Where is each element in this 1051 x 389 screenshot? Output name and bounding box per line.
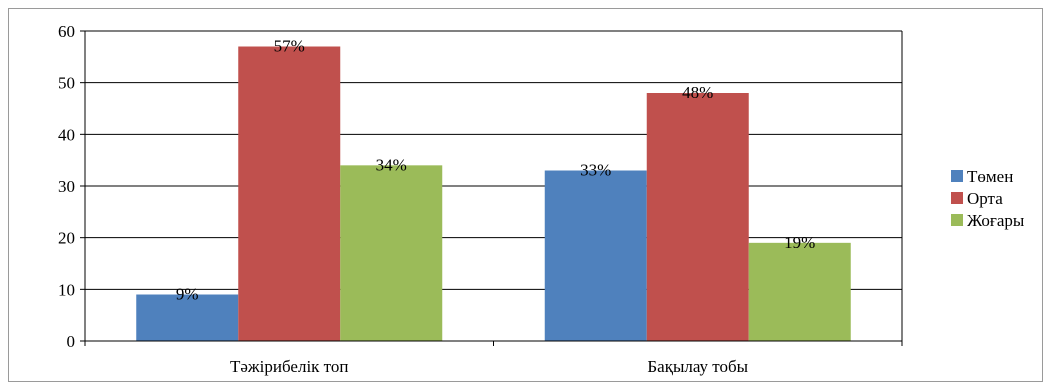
legend-label-2: Орта xyxy=(967,189,1003,208)
data-label-1-1: 9% xyxy=(176,285,199,304)
bars xyxy=(136,46,851,341)
y-tick-label: 40 xyxy=(58,125,75,144)
data-label-1-2: 57% xyxy=(274,37,305,56)
bar-1-1 xyxy=(136,294,239,341)
y-tick-label: 30 xyxy=(58,177,75,196)
y-tick-label: 10 xyxy=(58,280,75,299)
data-label-2-2: 48% xyxy=(682,83,713,102)
category-label-1: Тәжірибелік топ xyxy=(230,357,349,376)
bar-2-3 xyxy=(748,242,851,341)
legend-label-1: Төмен xyxy=(967,167,1013,186)
bar-2-1 xyxy=(544,170,647,341)
y-tick-label: 60 xyxy=(58,22,75,41)
legend-swatch-1 xyxy=(951,170,963,182)
legend-swatch-2 xyxy=(951,192,963,204)
y-tick-label: 0 xyxy=(67,332,76,351)
category-label-2: Бақылау тобы xyxy=(647,357,748,376)
legend-swatch-3 xyxy=(951,214,963,226)
data-label-2-1: 33% xyxy=(580,161,611,180)
axes: 0 10 20 30 40 50 60 Тәжірибелік топ Бақылау тобы xyxy=(58,22,903,376)
labels: 9% 57% 34% 33% 48% 19% xyxy=(176,37,815,304)
y-tick-label: 50 xyxy=(58,74,75,93)
bar-2-2 xyxy=(646,93,749,341)
bar-1-3 xyxy=(340,165,443,341)
data-label-1-3: 34% xyxy=(376,155,407,174)
legend: Төмен Орта Жоғары xyxy=(951,167,1025,230)
data-label-2-3: 19% xyxy=(784,233,815,252)
bar-1-2 xyxy=(238,46,341,341)
legend-label-3: Жоғары xyxy=(967,211,1025,230)
y-tick-label: 20 xyxy=(58,229,75,248)
